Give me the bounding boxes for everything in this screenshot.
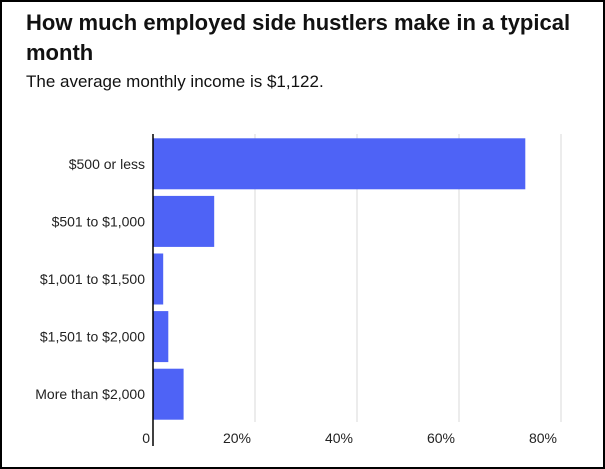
- category-label-3: $1,501 to $2,000: [40, 329, 145, 345]
- x-tick-label-2: 40%: [325, 430, 353, 446]
- bar-4: [153, 368, 184, 420]
- x-tick-label-4: 80%: [529, 430, 557, 446]
- category-label-4: More than $2,000: [35, 386, 145, 402]
- x-tick-label-0: 0: [142, 430, 150, 446]
- bar-0: [153, 138, 526, 190]
- chart-subtitle: The average monthly income is $1,122.: [26, 72, 324, 91]
- category-label-1: $501 to $1,000: [52, 213, 146, 229]
- x-tick-label-3: 60%: [427, 430, 455, 446]
- category-label-0: $500 or less: [69, 156, 145, 172]
- bar-1: [153, 195, 215, 247]
- category-label-2: $1,001 to $1,500: [40, 271, 145, 287]
- x-tick-label-1: 20%: [223, 430, 251, 446]
- chart-title: How much employed side hustlers make in …: [26, 10, 571, 65]
- bar-3: [153, 311, 169, 363]
- bar-2: [153, 253, 164, 305]
